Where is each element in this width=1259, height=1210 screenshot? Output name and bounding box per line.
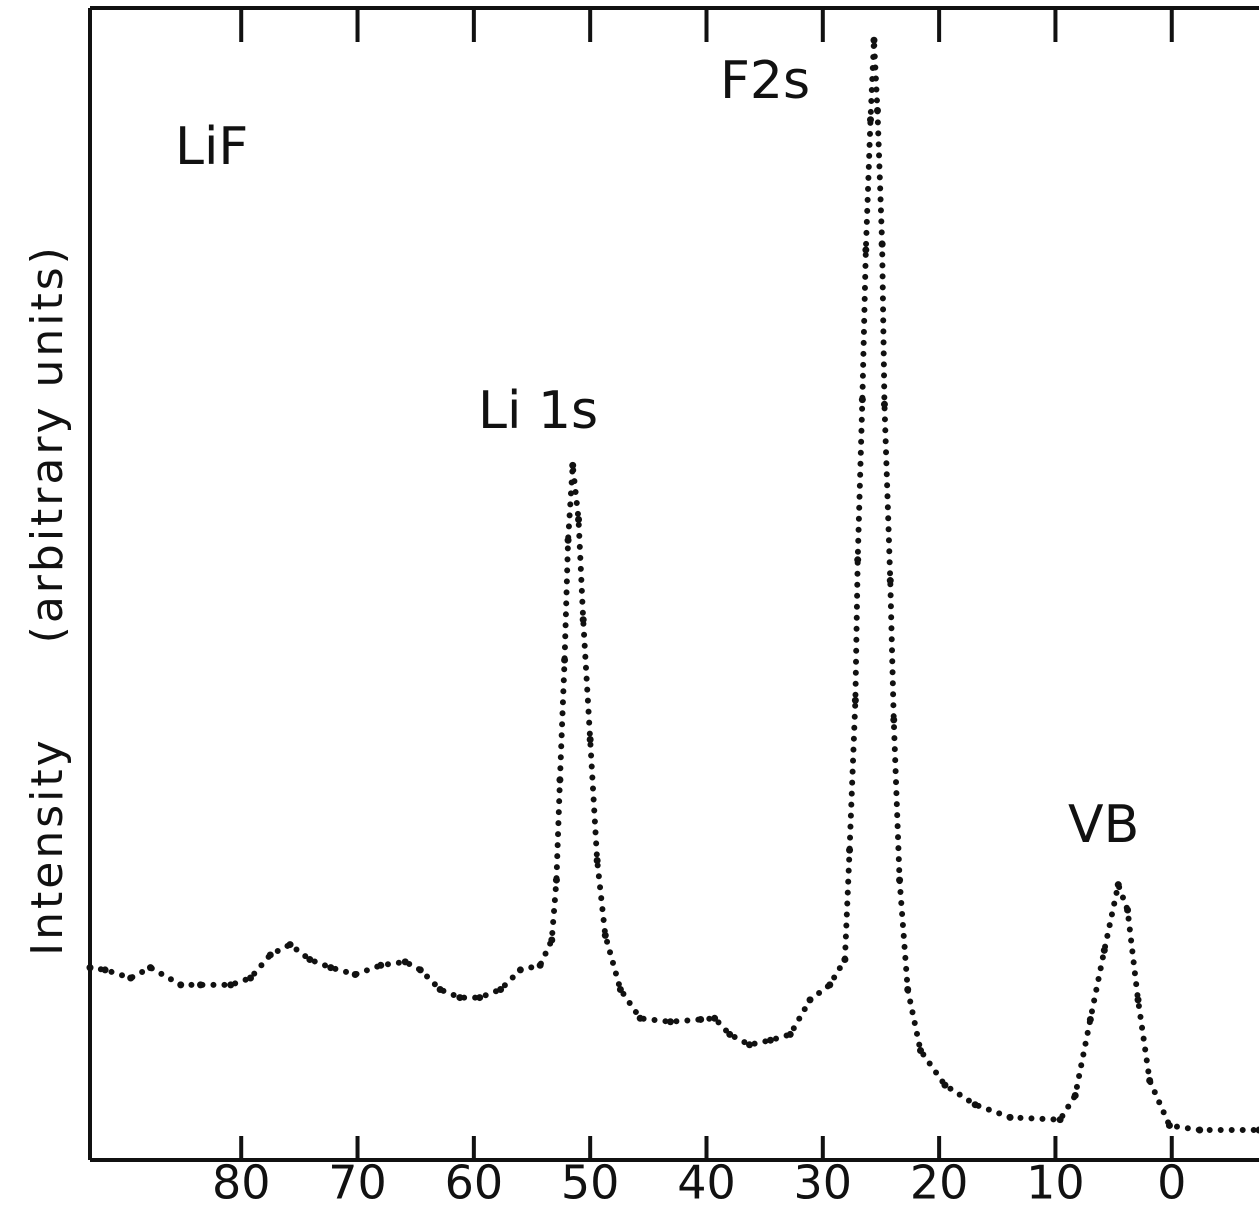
data-point	[726, 1031, 733, 1038]
x-tick-label: 80	[212, 1156, 271, 1207]
data-point	[537, 962, 544, 969]
data-point	[402, 958, 409, 965]
data-point	[859, 396, 866, 403]
data-point	[247, 974, 254, 981]
data-point	[1007, 1114, 1014, 1121]
annotation: LiF	[175, 117, 248, 177]
data-point	[267, 951, 274, 958]
data-point	[972, 1101, 979, 1108]
data-point	[862, 246, 869, 253]
data-point	[787, 1031, 794, 1038]
data-point	[1196, 1127, 1203, 1134]
data-point	[807, 996, 814, 1003]
x-tick-label: 60	[445, 1156, 504, 1207]
data-point	[456, 994, 463, 1001]
data-point	[890, 716, 897, 723]
data-point	[287, 941, 294, 948]
data-point	[517, 966, 524, 973]
data-point	[846, 847, 853, 854]
data-point	[476, 994, 483, 1001]
data-point	[879, 241, 886, 248]
data-point	[904, 986, 911, 993]
data-point	[556, 776, 563, 783]
data-point	[1124, 907, 1131, 914]
data-point	[1256, 1127, 1259, 1134]
data-point	[497, 986, 504, 993]
data-point	[1146, 1077, 1153, 1084]
data-point	[306, 956, 313, 963]
data-point	[87, 964, 94, 971]
spectrum-line	[90, 40, 1259, 1130]
x-tick-label: 10	[1026, 1156, 1085, 1207]
data-point	[841, 956, 848, 963]
data-point	[177, 981, 184, 988]
data-point	[437, 986, 444, 993]
data-point	[1135, 996, 1142, 1003]
y-axis-title: Intensity (arbitrary units)	[22, 244, 73, 956]
annotation: VB	[1068, 795, 1139, 855]
data-point	[594, 857, 601, 864]
data-point	[874, 107, 881, 114]
data-point	[667, 1018, 674, 1025]
data-point	[941, 1082, 948, 1089]
data-point	[617, 986, 624, 993]
data-point	[637, 1015, 644, 1022]
data-point	[227, 981, 234, 988]
data-point	[697, 1016, 704, 1023]
data-point	[147, 964, 154, 971]
data-point	[1166, 1122, 1173, 1129]
data-point	[881, 401, 888, 408]
data-point	[565, 537, 572, 544]
data-point	[917, 1047, 924, 1054]
x-tick-label: 30	[794, 1156, 853, 1207]
data-point	[887, 577, 894, 584]
data-point	[1057, 1116, 1064, 1123]
data-point	[870, 37, 877, 44]
data-point	[896, 877, 903, 884]
x-tick-label: 50	[561, 1156, 620, 1207]
data-point	[746, 1041, 753, 1048]
data-point	[1087, 1016, 1094, 1023]
data-point	[587, 736, 594, 743]
data-point	[1115, 881, 1122, 888]
x-tick-label: 0	[1157, 1156, 1186, 1207]
data-point	[197, 981, 204, 988]
x-tick-label: 20	[910, 1156, 969, 1207]
data-point	[602, 932, 609, 939]
x-tick-label: 40	[677, 1156, 736, 1207]
data-point	[127, 974, 134, 981]
data-point	[102, 966, 109, 973]
data-point	[327, 964, 334, 971]
data-point	[1072, 1092, 1079, 1099]
data-point	[580, 616, 587, 623]
data-point	[575, 516, 582, 523]
data-point	[569, 462, 576, 469]
data-point	[867, 116, 874, 123]
data-point	[711, 1015, 718, 1022]
data-point	[417, 966, 424, 973]
data-point	[553, 877, 560, 884]
data-point	[767, 1037, 774, 1044]
data-point	[352, 971, 359, 978]
data-point	[561, 657, 568, 664]
data-point	[548, 936, 555, 943]
x-tick-label: 70	[328, 1156, 387, 1207]
data-point	[826, 981, 833, 988]
data-point	[1101, 947, 1108, 954]
data-point	[377, 962, 384, 969]
annotation: Li 1s	[478, 381, 598, 441]
data-point	[852, 697, 859, 704]
annotation: F2s	[720, 51, 810, 111]
data-point	[854, 556, 861, 563]
